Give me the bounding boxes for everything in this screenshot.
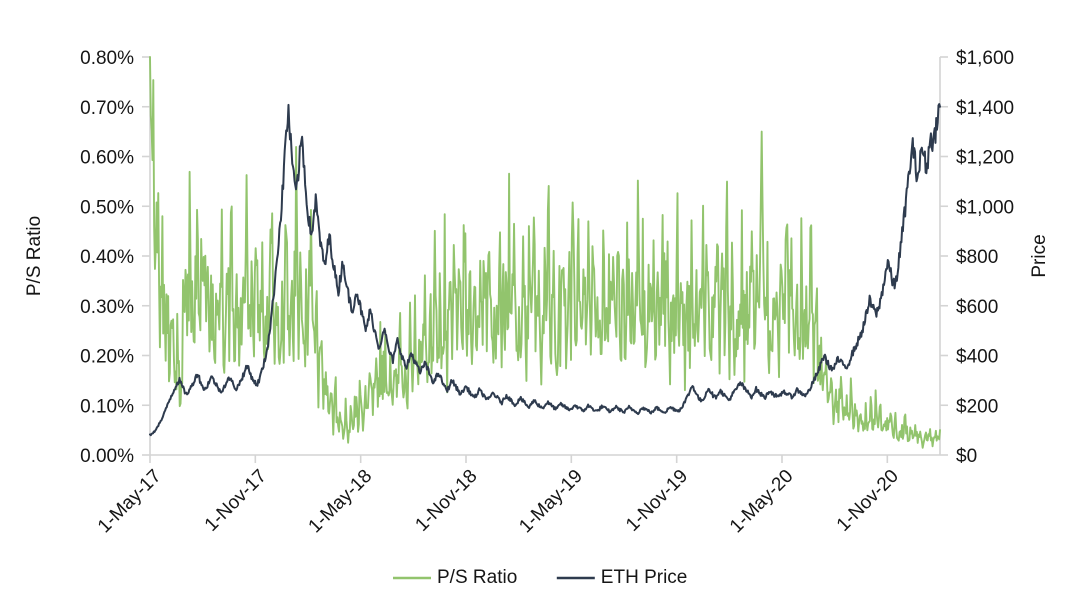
right-axis-title: Price bbox=[1029, 234, 1050, 277]
left-axis-title: P/S Ratio bbox=[24, 216, 45, 296]
right-axis-tick-label: $1,200 bbox=[956, 148, 1014, 169]
left-axis-tick-label: 0.70% bbox=[80, 98, 134, 119]
left-axis-tick-label: 0.40% bbox=[80, 247, 134, 268]
legend-label: ETH Price bbox=[601, 567, 688, 588]
right-axis: $0 $200 $400 $600 $800 $1,000 $1,200 $1,400 $1,6… bbox=[939, 48, 1014, 467]
left-axis-tick-label: 0.00% bbox=[80, 446, 134, 467]
axis-titles: P/S Ratio Price bbox=[24, 216, 1050, 296]
series-line-eth-price bbox=[149, 103, 941, 437]
right-axis-tick-label: $400 bbox=[956, 347, 998, 368]
left-axis-tick-label: 0.80% bbox=[80, 48, 134, 69]
plot-area bbox=[149, 56, 941, 449]
right-axis-tick-label: $600 bbox=[956, 297, 998, 318]
left-axis: 0.00% 0.10% 0.20% 0.30% 0.40% 0.50% 0.60% 0.70%… bbox=[80, 48, 151, 467]
left-axis-tick-label: 0.50% bbox=[80, 197, 134, 218]
chart-legend: P/S Ratio ETH Price bbox=[393, 567, 687, 588]
right-axis-tick-label: $800 bbox=[956, 247, 998, 268]
right-axis-tick-label: $1,000 bbox=[956, 197, 1014, 218]
right-axis-tick-label: $1,600 bbox=[956, 48, 1014, 69]
right-axis-tick-label: $200 bbox=[956, 396, 998, 417]
left-axis-tick-label: 0.30% bbox=[80, 297, 134, 318]
left-axis-tick-label: 0.60% bbox=[80, 148, 134, 169]
legend-label: P/S Ratio bbox=[437, 567, 517, 588]
left-axis-tick-label: 0.20% bbox=[80, 347, 134, 368]
left-axis-tick-label: 0.10% bbox=[80, 396, 134, 417]
right-axis-tick-label: $1,400 bbox=[956, 98, 1014, 119]
series-line-p-s-ratio bbox=[149, 56, 941, 449]
right-axis-tick-label: $0 bbox=[956, 446, 977, 467]
